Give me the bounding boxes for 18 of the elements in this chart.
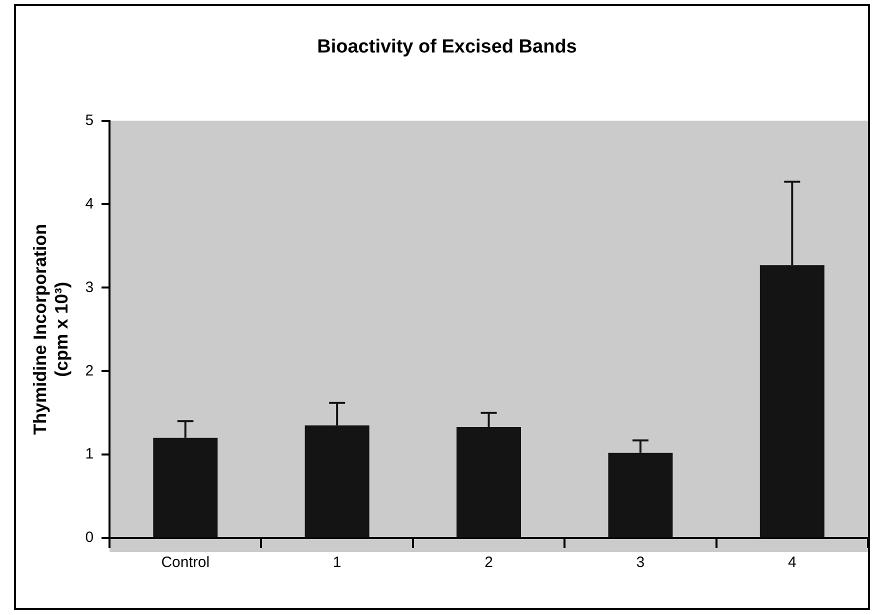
x-tick-label: Control (161, 554, 210, 572)
x-tick-label: 4 (788, 554, 796, 572)
bar (456, 427, 522, 538)
y-tick-label: 5 (85, 112, 94, 129)
y-tick-label: 0 (85, 529, 94, 546)
bar (760, 265, 824, 538)
x-tick-label: 3 (636, 554, 645, 572)
x-tick-label: 2 (484, 554, 493, 572)
x-tick-label: 1 (332, 554, 342, 572)
bar (304, 425, 370, 538)
chart-title: Bioactivity of Excised Bands (317, 36, 577, 58)
y-tick-label: 4 (85, 195, 94, 212)
bar (153, 438, 218, 538)
bar (608, 452, 673, 538)
y-tick-label: 2 (85, 362, 94, 380)
y-tick-label: 1 (85, 446, 94, 463)
y-axis-title: Thymidine Incorporation (cpm x 10³) (30, 224, 72, 435)
y-tick-label: 3 (85, 278, 94, 296)
